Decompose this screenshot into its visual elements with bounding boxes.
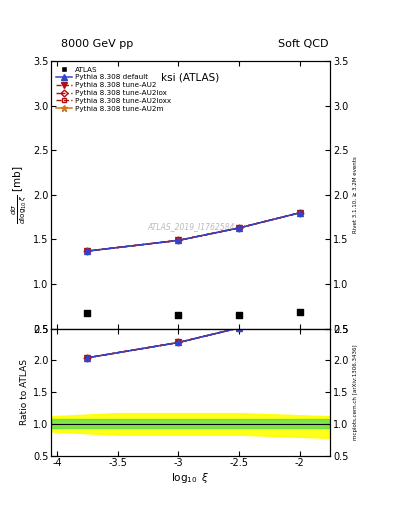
Legend: ATLAS, Pythia 8.308 default, Pythia 8.308 tune-AU2, Pythia 8.308 tune-AU2lox, Py: ATLAS, Pythia 8.308 default, Pythia 8.30… bbox=[55, 65, 173, 113]
Pythia 8.308 tune-AU2loxx bbox=[298, 210, 302, 216]
Text: Soft QCD: Soft QCD bbox=[278, 38, 328, 49]
Pythia 8.308 tune-AU2lox bbox=[176, 237, 181, 243]
Pythia 8.308 tune-AU2 bbox=[298, 210, 302, 216]
Y-axis label: Rivet 3.1.10, ≥ 3.2M events: Rivet 3.1.10, ≥ 3.2M events bbox=[353, 157, 358, 233]
Pythia 8.308 tune-AU2m bbox=[298, 210, 302, 216]
Pythia 8.308 tune-AU2lox bbox=[298, 210, 302, 216]
ATLAS bbox=[84, 309, 91, 317]
Line: Pythia 8.308 default: Pythia 8.308 default bbox=[85, 210, 303, 254]
Pythia 8.308 tune-AU2 bbox=[85, 248, 90, 254]
Pythia 8.308 tune-AU2 bbox=[237, 225, 241, 231]
Pythia 8.308 default bbox=[85, 248, 90, 254]
Pythia 8.308 tune-AU2lox bbox=[85, 248, 90, 254]
Y-axis label: Ratio to ATLAS: Ratio to ATLAS bbox=[20, 359, 29, 425]
Pythia 8.308 default bbox=[298, 210, 302, 216]
Pythia 8.308 default bbox=[237, 225, 241, 231]
Pythia 8.308 tune-AU2lox bbox=[237, 225, 241, 231]
Text: ATLAS_2019_I1762584: ATLAS_2019_I1762584 bbox=[147, 223, 234, 231]
Pythia 8.308 tune-AU2 bbox=[176, 237, 181, 243]
Pythia 8.308 tune-AU2m bbox=[85, 248, 90, 254]
Line: Pythia 8.308 tune-AU2m: Pythia 8.308 tune-AU2m bbox=[84, 209, 303, 254]
ATLAS bbox=[236, 311, 242, 319]
Line: Pythia 8.308 tune-AU2: Pythia 8.308 tune-AU2 bbox=[85, 210, 303, 254]
Pythia 8.308 tune-AU2loxx bbox=[237, 225, 241, 231]
ATLAS bbox=[175, 311, 182, 319]
Line: Pythia 8.308 tune-AU2lox: Pythia 8.308 tune-AU2lox bbox=[85, 210, 302, 253]
X-axis label: $\log_{10}\ \xi$: $\log_{10}\ \xi$ bbox=[171, 471, 210, 485]
Y-axis label: mcplots.cern.ch [arXiv:1306.3436]: mcplots.cern.ch [arXiv:1306.3436] bbox=[353, 344, 358, 440]
Pythia 8.308 tune-AU2loxx bbox=[176, 237, 181, 243]
ATLAS bbox=[297, 308, 303, 316]
Pythia 8.308 tune-AU2m bbox=[237, 225, 241, 231]
Text: 8000 GeV pp: 8000 GeV pp bbox=[61, 38, 133, 49]
Pythia 8.308 default bbox=[176, 237, 181, 243]
Text: ksi (ATLAS): ksi (ATLAS) bbox=[162, 72, 220, 82]
Pythia 8.308 tune-AU2m bbox=[176, 237, 181, 243]
Pythia 8.308 tune-AU2loxx bbox=[85, 248, 90, 254]
Y-axis label: $\frac{d\sigma}{d\log_{10}\xi}\ \mathrm{[mb]}$: $\frac{d\sigma}{d\log_{10}\xi}\ \mathrm{… bbox=[9, 166, 29, 224]
Line: Pythia 8.308 tune-AU2loxx: Pythia 8.308 tune-AU2loxx bbox=[85, 210, 302, 253]
